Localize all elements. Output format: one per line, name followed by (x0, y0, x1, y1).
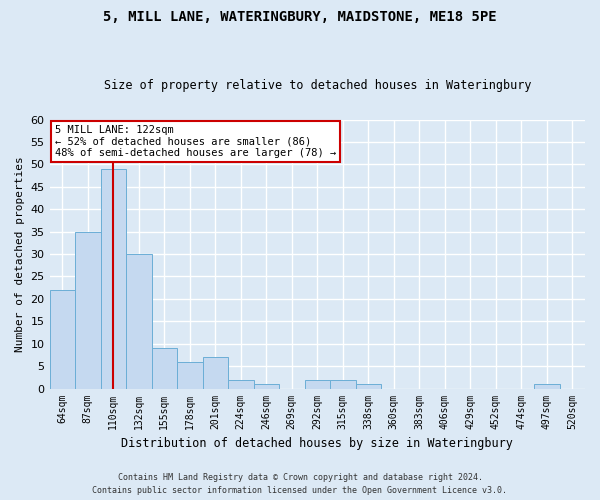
Bar (305, 380, 330, 388)
Y-axis label: Number of detached properties: Number of detached properties (15, 156, 25, 352)
Text: 5, MILL LANE, WATERINGBURY, MAIDSTONE, ME18 5PE: 5, MILL LANE, WATERINGBURY, MAIDSTONE, M… (103, 10, 497, 24)
Bar (126, 254, 152, 388)
Bar (101, 169, 126, 388)
Bar (152, 348, 177, 389)
Bar (177, 362, 203, 388)
Bar (50, 290, 75, 388)
Bar (254, 384, 279, 388)
Bar (203, 357, 228, 388)
Bar (534, 384, 560, 388)
Bar (75, 232, 101, 388)
Bar (330, 380, 356, 388)
Bar (228, 380, 254, 388)
Text: Contains HM Land Registry data © Crown copyright and database right 2024.
Contai: Contains HM Land Registry data © Crown c… (92, 474, 508, 495)
X-axis label: Distribution of detached houses by size in Wateringbury: Distribution of detached houses by size … (121, 437, 513, 450)
Text: 5 MILL LANE: 122sqm
← 52% of detached houses are smaller (86)
48% of semi-detach: 5 MILL LANE: 122sqm ← 52% of detached ho… (55, 125, 336, 158)
Bar (356, 384, 381, 388)
Title: Size of property relative to detached houses in Wateringbury: Size of property relative to detached ho… (104, 79, 531, 92)
